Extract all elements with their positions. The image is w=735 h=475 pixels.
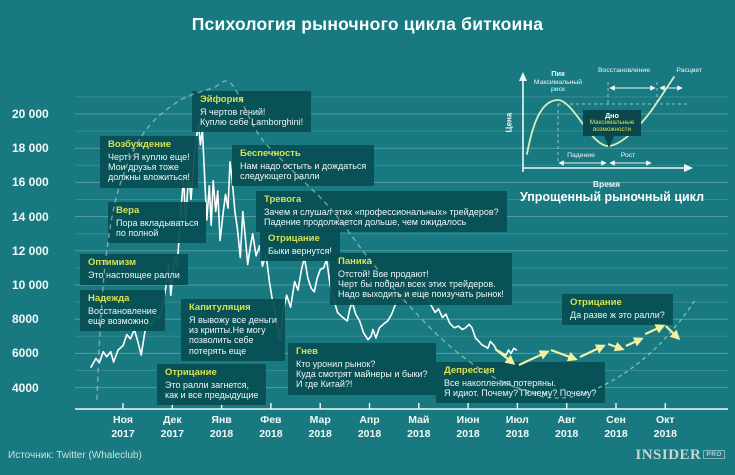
annotation-anger: Гнев Кто уронил рынок? Куда смотрят майне… bbox=[288, 343, 436, 395]
annotation-capitulation: Капитуляция Я вывожу все деньги из крипты… bbox=[181, 299, 285, 361]
annotation-panic: Паника Отстой! Все продают! Черт бы побра… bbox=[330, 253, 512, 305]
projection-arrow bbox=[625, 337, 644, 347]
projection-arrow bbox=[665, 325, 681, 341]
annotation-title: Оптимизм bbox=[88, 257, 137, 268]
annotation-title: Возбуждение bbox=[108, 139, 172, 150]
x-axis-label: Мар 2018 bbox=[308, 414, 332, 440]
annotation-title: Гнев bbox=[296, 346, 319, 357]
annotation-text: Это настоящее ралли bbox=[88, 269, 180, 280]
projection-arrow bbox=[494, 348, 516, 365]
inset-recovery-bloom-labels: Восстановление Расцвет bbox=[598, 67, 702, 74]
page-title: Психология рыночного цикла биткоина bbox=[191, 14, 544, 34]
projection-arrow bbox=[579, 344, 606, 358]
annotation-text: Кто уронил рынок? Куда смотрят майнеры и… bbox=[296, 358, 428, 390]
x-axis-label: Авг 2018 bbox=[555, 414, 579, 440]
annotation-text: Зачем я слушал этих «профессиональных» т… bbox=[264, 206, 499, 228]
annotation-text: Я вывожу все деньги из крипты.Не могу по… bbox=[189, 314, 277, 356]
x-axis-label: Янв 2018 bbox=[209, 414, 234, 440]
inset-growth-label: Рост bbox=[620, 152, 636, 159]
y-axis-label: 8000 bbox=[12, 312, 39, 327]
y-axis-label: 10 000 bbox=[12, 278, 49, 292]
annotation-text: Черт! Я куплю еще! Мои друзья тоже должн… bbox=[108, 151, 190, 183]
x-axis-label: Окт 2018 bbox=[653, 414, 677, 440]
logo-name: INSIDER bbox=[635, 447, 702, 463]
annotation-title: Эйфория bbox=[200, 94, 244, 105]
x-axis-label: Сен 2018 bbox=[604, 414, 628, 440]
annotation-text: Восстановление еще возможно bbox=[88, 305, 157, 327]
annotation-depression: Депрессия Все накопления потеряны. Я идио… bbox=[436, 362, 605, 404]
y-axis-label: 20 000 bbox=[12, 107, 49, 121]
projection-arrow bbox=[550, 348, 578, 362]
annotation-text: Это ралли загнется, как и все предыдущие bbox=[165, 379, 259, 401]
inset-y-axis-label: Цена bbox=[504, 112, 514, 133]
y-axis-label: 18 000 bbox=[12, 141, 49, 156]
y-axis-label: 6000 bbox=[12, 346, 39, 361]
logo-suffix: PRO bbox=[703, 450, 725, 459]
x-axis-label: Июн 2018 bbox=[456, 414, 480, 440]
annotation-title: Отрицание bbox=[268, 233, 320, 244]
annotation-text: Все накопления потеряны. Я идиот. Почему… bbox=[444, 377, 597, 399]
inset-bloom-label: Расцвет bbox=[676, 67, 702, 74]
annotation-text: Отстой! Все продают! Черт бы побрал всех… bbox=[338, 268, 504, 300]
inset-peak-label: Пик Максимальный риск bbox=[533, 69, 583, 94]
inset-recovery-label: Восстановление bbox=[598, 67, 650, 74]
annotation-anxiety: Тревога Зачем я слушал этих «профессионал… bbox=[256, 191, 507, 233]
annotation-denial-rally: Отрицание Да разве ж это ралли? bbox=[562, 294, 673, 326]
y-axis-label: 14 000 bbox=[12, 209, 49, 224]
x-axis-label: Июл 2018 bbox=[505, 414, 530, 440]
annotation-title: Надежда bbox=[88, 293, 130, 304]
annotation-euphoria: Эйфория Я чертов гений! Куплю себе Lambor… bbox=[192, 91, 312, 133]
projection-arrow bbox=[644, 324, 666, 336]
annotation-title: Отрицание bbox=[570, 297, 622, 308]
annotation-text: Пора вкладываться по полной bbox=[116, 217, 199, 239]
annotation-denial-doomed: Отрицание Это ралли загнется, как и все п… bbox=[157, 364, 267, 406]
x-axis-label: Апр 2018 bbox=[357, 414, 382, 440]
annotation-title: Беспечность bbox=[240, 148, 301, 159]
annotation-title: Паника bbox=[338, 256, 372, 267]
annotation-belief: Вера Пора вкладываться по полной bbox=[108, 202, 207, 244]
annotation-title: Капитуляция bbox=[189, 302, 251, 313]
inset-fall-label: Падение bbox=[567, 152, 595, 159]
market-cycle-inset: Пик Максимальный риск Восстановление Расц… bbox=[498, 60, 726, 210]
annotation-title: Депрессия bbox=[444, 365, 495, 376]
x-axis-label: Май 2018 bbox=[407, 414, 431, 440]
inset-bottom-label: Дно Максимальные возможности bbox=[583, 110, 641, 148]
annotation-excitement: Возбуждение Черт! Я куплю еще! Мои друзья… bbox=[100, 136, 198, 188]
inset-caption: Упрощенный рыночный цикл bbox=[519, 190, 705, 204]
x-axis-label: Дек 2017 bbox=[160, 414, 184, 440]
annotation-title: Отрицание bbox=[165, 367, 217, 378]
projection-arrow bbox=[607, 341, 625, 352]
x-axis-label: Ноя 2017 bbox=[111, 414, 135, 440]
y-axis-label: 4000 bbox=[12, 380, 39, 395]
annotation-text: Быки вернутся! bbox=[268, 245, 332, 256]
annotation-title: Вера bbox=[116, 205, 140, 216]
x-axis-label: Фев 2018 bbox=[259, 414, 283, 440]
annotation-text: Нам надо остыть и дождаться следующего р… bbox=[240, 160, 367, 182]
annotation-complacency: Беспечность Нам надо остыть и дождаться с… bbox=[232, 145, 375, 187]
annotation-denial-bulls: Отрицание Быки вернутся! bbox=[260, 230, 340, 262]
source-credit: Источник: Twitter (Whaleclub) bbox=[8, 450, 142, 461]
annotation-text: Да разве ж это ралли? bbox=[570, 309, 665, 320]
inset-x-axis-label: Время bbox=[592, 179, 621, 189]
annotation-hope: Надежда Восстановление еще возможно bbox=[80, 290, 165, 332]
y-axis-label: 16 000 bbox=[12, 175, 49, 190]
insider-pro-logo: INSIDER PRO bbox=[635, 447, 725, 464]
annotation-text: Я чертов гений! Куплю себе Lamborghini! bbox=[200, 106, 304, 128]
annotation-title: Тревога bbox=[264, 194, 302, 205]
y-axis-label: 12 000 bbox=[12, 243, 49, 258]
annotation-optimism: Оптимизм Это настоящее ралли bbox=[80, 254, 188, 286]
